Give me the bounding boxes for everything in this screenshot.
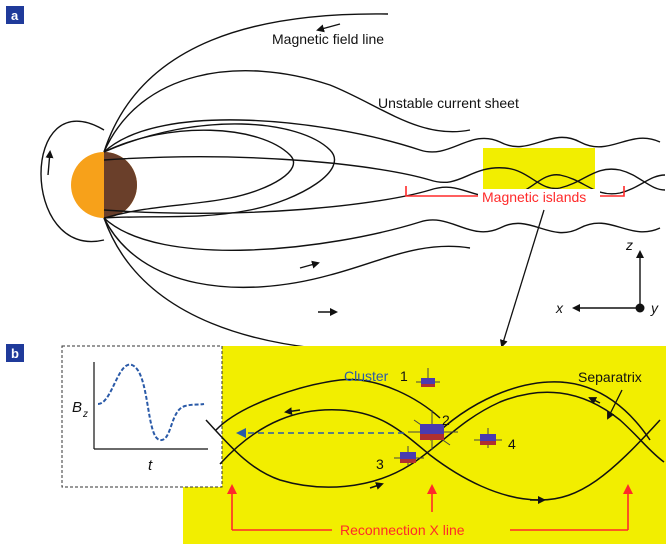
panel-a-tag: a: [11, 8, 19, 23]
island-line-1: [103, 156, 666, 191]
panel-a: a Magnetic field line Unstable current s…: [6, 6, 666, 353]
inset-ylabel-sub: z: [82, 409, 88, 420]
spacecraft-4-label: 4: [508, 436, 516, 452]
field-line-south-2: [103, 217, 389, 353]
closed-tail-loop: [103, 123, 336, 219]
spacecraft-3: [394, 446, 424, 466]
field-arrow-south-1: [299, 260, 320, 269]
bz-inset: [61, 345, 223, 488]
spacecraft-3-label: 3: [376, 456, 384, 472]
dayside-field-loop: [40, 120, 105, 243]
bz-signature-curve: [97, 363, 205, 441]
coordinate-axes: z x y: [555, 237, 659, 316]
spacecraft-1: [416, 368, 440, 387]
field-arrow-north-1: [316, 23, 341, 33]
x-line-label: Reconnection X line: [340, 522, 465, 538]
current-sheet-label: Unstable current sheet: [378, 95, 519, 111]
zoom-connector-arrow: [499, 209, 545, 348]
dayside-arrow: [45, 150, 54, 176]
earth-nightside: [104, 152, 137, 218]
field-arrow-b2: [588, 397, 601, 405]
field-line-left-loop: [215, 378, 441, 431]
axis-x-label: x: [555, 300, 564, 316]
islands-label-bg: [478, 189, 600, 205]
separatrix-pointer: [607, 389, 623, 420]
axis-z-label: z: [625, 237, 633, 253]
cluster-label: Cluster: [344, 368, 389, 384]
closed-inner-loop: [103, 129, 295, 219]
y-axis-dot: [635, 303, 645, 313]
field-line-south-1: [103, 217, 471, 288]
field-line-right-loop: [429, 381, 651, 441]
inset-xlabel: t: [148, 457, 153, 474]
separatrix-label: Separatrix: [578, 369, 642, 385]
field-arrow-b1: [284, 407, 301, 416]
current-sheet-upper: [103, 119, 661, 153]
axis-y-label: y: [650, 300, 659, 316]
field-arrow-b3: [369, 482, 384, 490]
field-line-north-1: [103, 13, 389, 153]
field-line-label: Magnetic field line: [272, 31, 384, 47]
panel-b: b B z t: [6, 344, 666, 544]
islands-label: Magnetic islands: [482, 189, 586, 205]
field-line-upper: [219, 409, 661, 501]
spacecraft-2-label: 2: [442, 412, 450, 428]
panel-a-tag-box: [6, 6, 24, 24]
inset-ylabel: B: [72, 399, 82, 416]
field-line-north-2: [103, 70, 471, 153]
spacecraft-1-label: 1: [400, 368, 408, 384]
current-sheet-lower: [103, 217, 661, 251]
panel-b-tag: b: [11, 346, 19, 361]
spacecraft-4: [474, 428, 502, 448]
spacecraft-2: [408, 410, 458, 450]
panel-b-tag-box: [6, 344, 24, 362]
